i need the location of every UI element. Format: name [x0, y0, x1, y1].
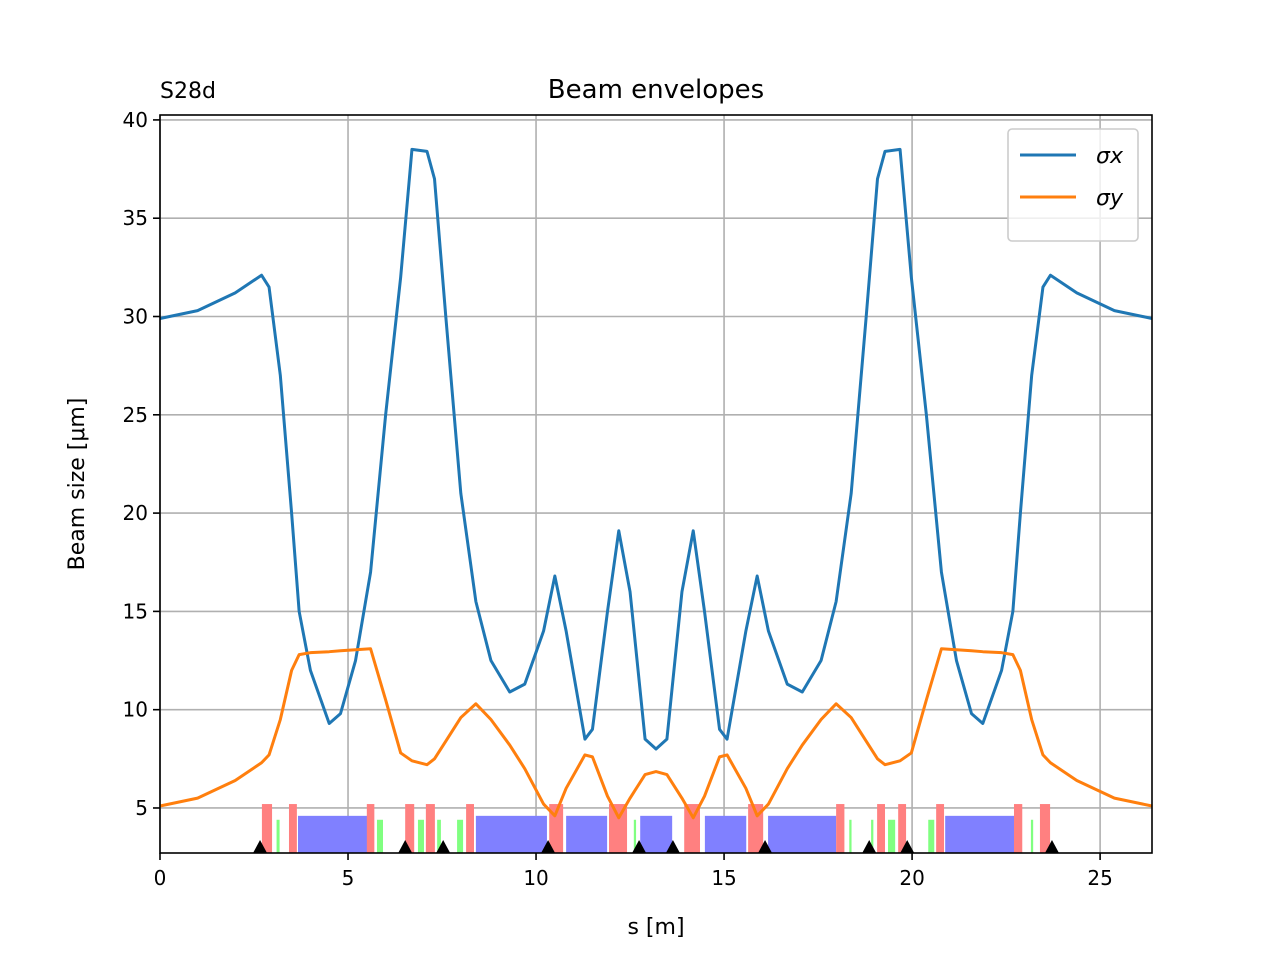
quadrupole [684, 804, 700, 853]
quadrupole [748, 804, 764, 853]
y-tick-label: 10 [123, 698, 148, 722]
sextupole [437, 819, 441, 853]
legend-box [1007, 128, 1139, 242]
x-tick-label: 20 [899, 866, 924, 890]
dipole [704, 815, 747, 853]
marker [541, 840, 556, 853]
y-tick-label: 35 [123, 206, 148, 230]
sextupole [1030, 819, 1034, 853]
x-tick-label: 25 [1087, 866, 1112, 890]
dipole [945, 815, 1014, 853]
y-tick-label: 5 [135, 796, 148, 820]
marker [758, 840, 773, 853]
x-tick-label: 5 [342, 866, 355, 890]
quadrupole [836, 804, 845, 853]
quadrupole [898, 804, 907, 853]
x-axis-label: s [m] [627, 915, 684, 940]
dipole [475, 815, 547, 853]
legend-label: σy [1096, 186, 1124, 211]
marker [665, 840, 680, 853]
series-line [159, 647, 1153, 820]
legend-label: σx [1096, 144, 1124, 169]
quadrupole [405, 804, 415, 853]
quadrupole [288, 804, 297, 853]
quadrupole [608, 804, 628, 853]
quadrupole [366, 804, 375, 853]
quadrupole [877, 804, 886, 853]
quadrupole [549, 804, 564, 853]
sextupole [417, 819, 424, 853]
y-tick-label: 20 [123, 501, 148, 525]
y-tick-label: 30 [123, 305, 148, 329]
quadrupole [936, 804, 945, 853]
axes-frame [159, 114, 1153, 854]
marker [253, 840, 268, 853]
dipole [768, 815, 837, 853]
y-axis-label: Beam size [μm] [65, 398, 90, 571]
quadrupole [1039, 804, 1051, 853]
series-line [159, 147, 1153, 751]
sextupole [888, 819, 896, 853]
x-tick-label: 15 [711, 866, 736, 890]
y-tick-label: 40 [123, 108, 148, 132]
sextupole [276, 819, 280, 853]
sextupole [457, 819, 464, 853]
x-tick-label: 10 [523, 866, 548, 890]
chart-title: Beam envelopes [548, 75, 764, 105]
sextupole [376, 819, 383, 853]
sextupole [928, 819, 935, 853]
corner-label: S28d [160, 79, 216, 104]
quadrupole [1013, 804, 1023, 853]
sextupole [849, 819, 852, 853]
marker [1044, 840, 1059, 853]
sextupole [633, 819, 637, 853]
marker [862, 840, 877, 853]
y-tick-label: 15 [123, 599, 148, 623]
sextupole [871, 819, 874, 853]
quadrupole [466, 804, 474, 853]
quadrupole [261, 804, 273, 853]
dipole [640, 815, 673, 853]
marker [436, 840, 451, 853]
x-tick-label: 0 [154, 866, 167, 890]
y-tick-label: 25 [123, 403, 148, 427]
marker [398, 840, 413, 853]
dipole [566, 815, 608, 853]
marker [900, 840, 915, 853]
marker [632, 840, 647, 853]
quadrupole [425, 804, 435, 853]
dipole [298, 815, 368, 853]
